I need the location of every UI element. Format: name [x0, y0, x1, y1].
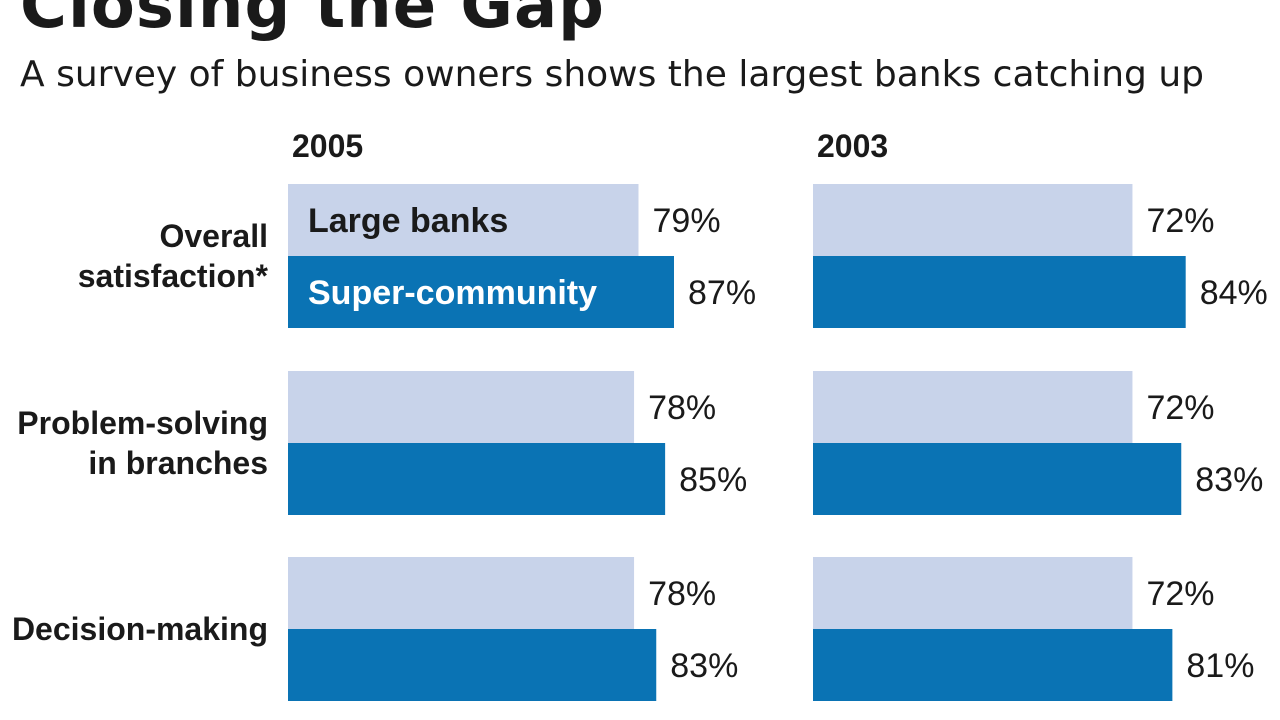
bar-super-community [288, 443, 666, 515]
panel-title: 2003 [817, 128, 888, 164]
chart-title: Closing the Gap [20, 0, 605, 43]
bar-super-community [813, 443, 1182, 515]
category-label: Problem-solving [17, 405, 268, 441]
chart-subtitle: A survey of business owners shows the la… [20, 54, 1205, 95]
legend-label: Super-community [308, 274, 597, 312]
value-label: 78% [648, 575, 716, 613]
value-label: 78% [648, 389, 716, 427]
value-label: 81% [1186, 647, 1254, 685]
bar-super-community [813, 629, 1173, 701]
value-label: 72% [1146, 389, 1214, 427]
bar-large-banks [288, 184, 639, 256]
legend-label: Large banks [308, 202, 508, 240]
value-label: 85% [679, 461, 747, 499]
category-label: Decision-making [12, 611, 268, 647]
value-label: 72% [1146, 202, 1214, 240]
bar-super-community [288, 256, 674, 328]
value-label: 83% [670, 647, 738, 685]
bar-large-banks [288, 371, 635, 443]
bar-large-banks [288, 557, 635, 629]
value-label: 87% [688, 274, 756, 312]
category-label: in branches [88, 445, 268, 481]
category-label: satisfaction* [78, 258, 269, 294]
bar-super-community [288, 629, 657, 701]
panel-title: 2005 [292, 128, 363, 164]
bar-super-community [813, 256, 1186, 328]
value-label: 72% [1146, 575, 1214, 613]
value-label: 83% [1195, 461, 1263, 499]
category-label: Overall [159, 218, 268, 254]
bar-large-banks [813, 557, 1133, 629]
bar-large-banks [813, 371, 1133, 443]
value-label: 84% [1200, 274, 1268, 312]
value-label: 79% [653, 202, 721, 240]
bar-large-banks [813, 184, 1133, 256]
